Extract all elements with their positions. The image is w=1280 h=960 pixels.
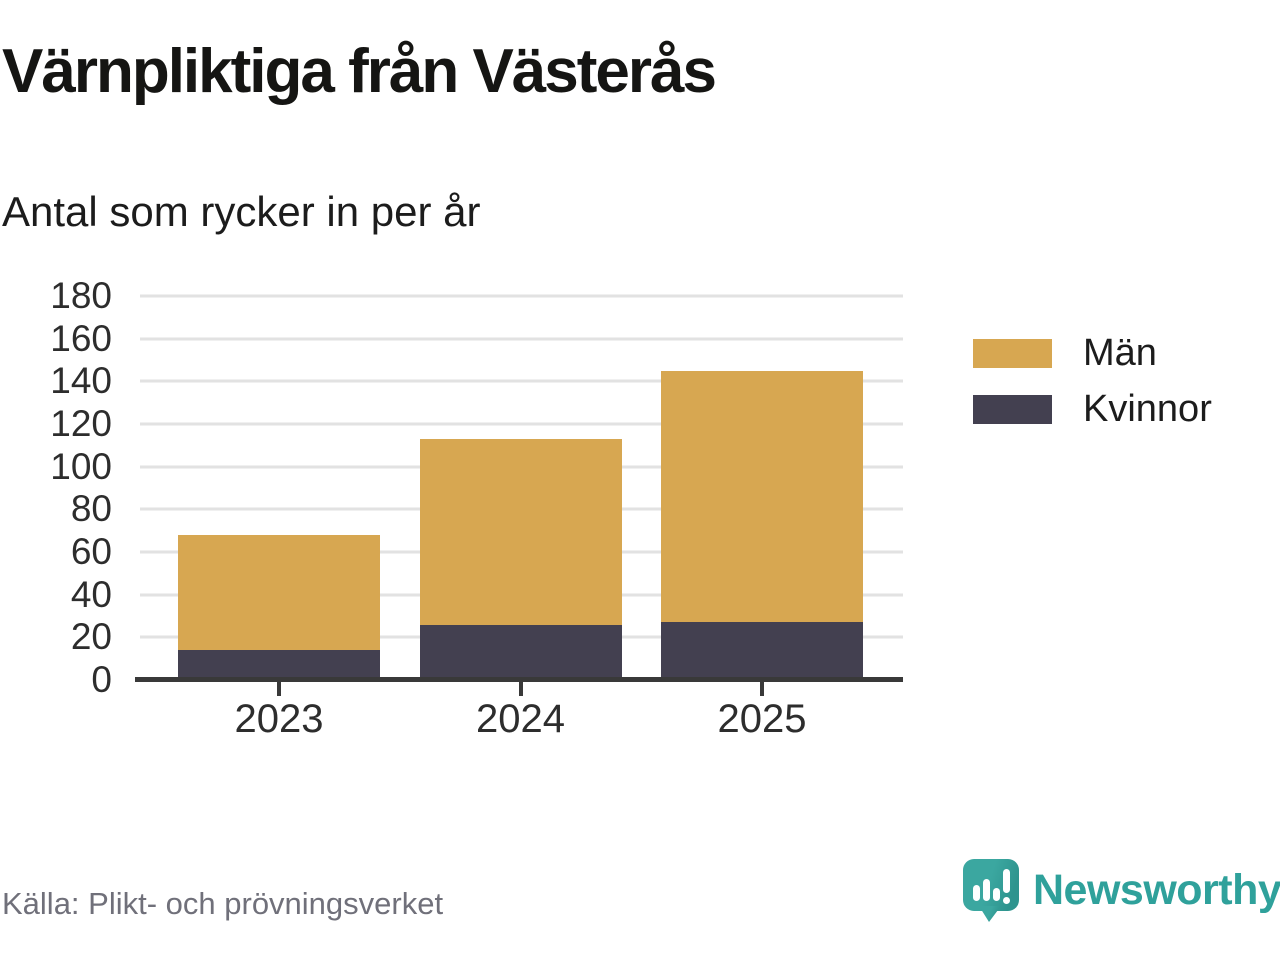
y-tick-label: 0	[91, 659, 112, 700]
x-tick-mark	[760, 682, 764, 696]
bar-segment-2023-män	[178, 534, 380, 651]
gridline	[140, 422, 903, 426]
y-tick-label: 20	[70, 616, 112, 658]
x-tick-mark	[518, 682, 523, 696]
bar-segment-2025-kvinnor	[661, 622, 863, 680]
y-tick-label: 60	[70, 531, 112, 572]
legend-label: Kvinnor	[1083, 388, 1212, 430]
y-tick-label: 120	[50, 403, 112, 444]
bar-segment-2023-kvinnor	[178, 650, 380, 680]
x-tick-mark	[277, 682, 281, 696]
y-tick-label: 100	[50, 445, 112, 487]
page-title: Värnpliktiga från Västerås	[2, 37, 717, 106]
gridline	[140, 294, 903, 298]
bar-segment-2025-män	[661, 370, 863, 623]
bar-segment-2024-kvinnor	[419, 624, 622, 680]
y-tick-label: 40	[70, 573, 112, 615]
y-tick-label: 80	[70, 488, 112, 530]
source-note: Källa: Plikt- och prövningsverket	[2, 886, 444, 921]
x-axis-labels: 2023 2024 2025	[140, 697, 903, 757]
gridline	[140, 379, 903, 383]
y-axis-labels: 0 20 40 60 80 100 120 140 160 180	[0, 275, 112, 700]
x-tick-label: 2024	[476, 697, 565, 741]
chart-subtitle: Antal som rycker in per år	[2, 188, 481, 235]
legend-swatch	[973, 395, 1052, 424]
plot-area	[135, 294, 903, 696]
x-tick-label: 2023	[234, 697, 324, 741]
newsworthy-logo: Newsworthy	[962, 858, 1280, 922]
legend-label: Män	[1083, 332, 1157, 374]
gridline	[140, 337, 903, 341]
newsworthy-logo-icon	[963, 859, 1019, 922]
x-tick-label: 2025	[717, 697, 807, 741]
y-tick-label: 140	[50, 360, 112, 402]
y-tick-label: 160	[50, 317, 112, 359]
bar-segment-2024-män	[419, 438, 622, 625]
legend-item-kvinnor: Kvinnor	[973, 388, 1212, 430]
legend: Män Kvinnor	[973, 332, 1212, 451]
newsworthy-logo-text: Newsworthy	[1033, 865, 1280, 914]
x-axis-line	[135, 677, 903, 682]
legend-swatch	[973, 339, 1052, 368]
legend-item-man: Män	[973, 332, 1212, 374]
y-tick-label: 180	[50, 275, 112, 316]
